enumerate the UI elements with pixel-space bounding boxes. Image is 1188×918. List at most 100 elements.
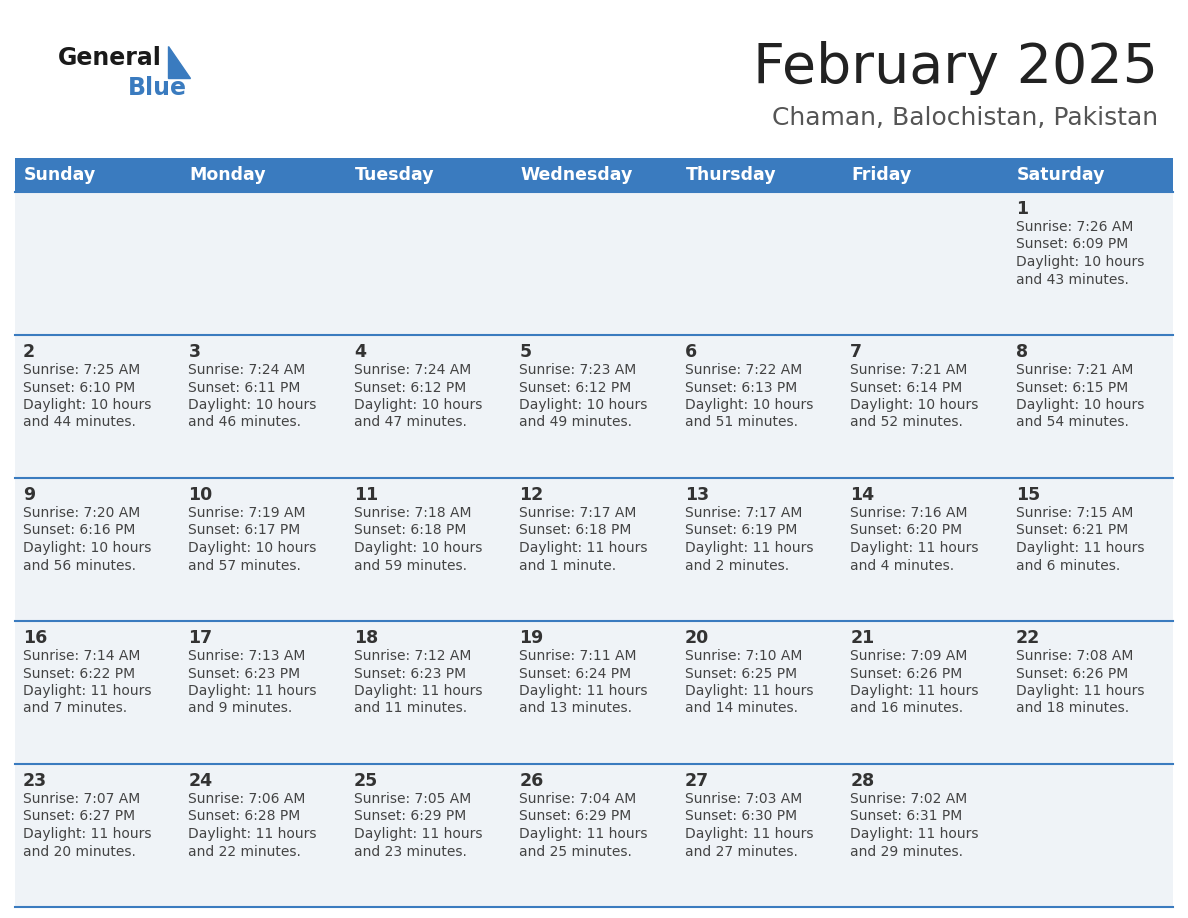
Text: Sunset: 6:29 PM: Sunset: 6:29 PM xyxy=(519,810,632,823)
Bar xyxy=(181,192,346,335)
Text: Daylight: 10 hours: Daylight: 10 hours xyxy=(684,398,813,412)
Text: Daylight: 10 hours: Daylight: 10 hours xyxy=(1016,255,1144,269)
Text: Sunrise: 7:23 AM: Sunrise: 7:23 AM xyxy=(519,363,637,377)
Bar xyxy=(677,192,842,335)
Text: Sunrise: 7:02 AM: Sunrise: 7:02 AM xyxy=(851,792,967,806)
Text: Daylight: 10 hours: Daylight: 10 hours xyxy=(519,398,647,412)
Text: Sunrise: 7:12 AM: Sunrise: 7:12 AM xyxy=(354,649,472,663)
Bar xyxy=(1007,478,1173,621)
Text: Daylight: 11 hours: Daylight: 11 hours xyxy=(519,684,647,698)
Text: 11: 11 xyxy=(354,486,378,504)
Text: and 29 minutes.: and 29 minutes. xyxy=(851,845,963,858)
Bar xyxy=(346,764,511,907)
Text: and 47 minutes.: and 47 minutes. xyxy=(354,416,467,430)
Text: Sunrise: 7:13 AM: Sunrise: 7:13 AM xyxy=(189,649,305,663)
Text: Sunrise: 7:03 AM: Sunrise: 7:03 AM xyxy=(684,792,802,806)
Text: Sunset: 6:13 PM: Sunset: 6:13 PM xyxy=(684,380,797,395)
Text: Sunrise: 7:19 AM: Sunrise: 7:19 AM xyxy=(189,506,307,520)
Text: Daylight: 11 hours: Daylight: 11 hours xyxy=(851,684,979,698)
Bar xyxy=(1007,335,1173,478)
Text: Sunrise: 7:15 AM: Sunrise: 7:15 AM xyxy=(1016,506,1133,520)
Text: Daylight: 11 hours: Daylight: 11 hours xyxy=(851,541,979,555)
Text: Daylight: 10 hours: Daylight: 10 hours xyxy=(23,398,151,412)
Text: Daylight: 11 hours: Daylight: 11 hours xyxy=(519,541,647,555)
Text: Sunset: 6:10 PM: Sunset: 6:10 PM xyxy=(23,380,135,395)
Text: Sunset: 6:16 PM: Sunset: 6:16 PM xyxy=(23,523,135,538)
Text: 8: 8 xyxy=(1016,343,1028,361)
Bar xyxy=(842,158,1007,192)
Bar xyxy=(511,764,677,907)
Text: Sunset: 6:23 PM: Sunset: 6:23 PM xyxy=(189,666,301,680)
Text: 25: 25 xyxy=(354,772,378,790)
Bar xyxy=(181,621,346,764)
Text: and 23 minutes.: and 23 minutes. xyxy=(354,845,467,858)
Text: Sunrise: 7:21 AM: Sunrise: 7:21 AM xyxy=(851,363,967,377)
Text: 19: 19 xyxy=(519,629,544,647)
Text: 28: 28 xyxy=(851,772,874,790)
Text: Sunrise: 7:21 AM: Sunrise: 7:21 AM xyxy=(1016,363,1133,377)
Bar xyxy=(15,192,181,335)
Text: Daylight: 10 hours: Daylight: 10 hours xyxy=(354,541,482,555)
Bar xyxy=(15,764,181,907)
Text: Sunrise: 7:17 AM: Sunrise: 7:17 AM xyxy=(519,506,637,520)
Bar xyxy=(842,764,1007,907)
Bar xyxy=(346,192,511,335)
Text: Sunset: 6:26 PM: Sunset: 6:26 PM xyxy=(1016,666,1127,680)
Text: 27: 27 xyxy=(684,772,709,790)
Bar xyxy=(842,335,1007,478)
Text: Sunset: 6:11 PM: Sunset: 6:11 PM xyxy=(189,380,301,395)
Text: and 14 minutes.: and 14 minutes. xyxy=(684,701,797,715)
Text: and 1 minute.: and 1 minute. xyxy=(519,558,617,573)
Text: Sunrise: 7:20 AM: Sunrise: 7:20 AM xyxy=(23,506,140,520)
Text: Sunrise: 7:22 AM: Sunrise: 7:22 AM xyxy=(684,363,802,377)
Bar xyxy=(15,158,181,192)
Text: 21: 21 xyxy=(851,629,874,647)
Text: Sunrise: 7:07 AM: Sunrise: 7:07 AM xyxy=(23,792,140,806)
Text: 26: 26 xyxy=(519,772,544,790)
Text: and 25 minutes.: and 25 minutes. xyxy=(519,845,632,858)
Text: 1: 1 xyxy=(1016,200,1028,218)
Text: Thursday: Thursday xyxy=(685,166,776,184)
Text: Sunset: 6:15 PM: Sunset: 6:15 PM xyxy=(1016,380,1127,395)
Text: 14: 14 xyxy=(851,486,874,504)
Text: 13: 13 xyxy=(684,486,709,504)
Bar xyxy=(677,764,842,907)
Text: Daylight: 11 hours: Daylight: 11 hours xyxy=(189,684,317,698)
Bar xyxy=(677,158,842,192)
Text: Sunset: 6:24 PM: Sunset: 6:24 PM xyxy=(519,666,631,680)
Text: Sunset: 6:12 PM: Sunset: 6:12 PM xyxy=(519,380,632,395)
Text: Daylight: 11 hours: Daylight: 11 hours xyxy=(684,541,814,555)
Text: Blue: Blue xyxy=(128,76,187,100)
Text: Sunrise: 7:09 AM: Sunrise: 7:09 AM xyxy=(851,649,967,663)
Bar xyxy=(842,478,1007,621)
Text: 4: 4 xyxy=(354,343,366,361)
Text: and 11 minutes.: and 11 minutes. xyxy=(354,701,467,715)
Text: Sunset: 6:14 PM: Sunset: 6:14 PM xyxy=(851,380,962,395)
Bar xyxy=(842,621,1007,764)
Text: Tuesday: Tuesday xyxy=(355,166,435,184)
Text: 7: 7 xyxy=(851,343,862,361)
Text: Daylight: 11 hours: Daylight: 11 hours xyxy=(1016,541,1144,555)
Text: Daylight: 11 hours: Daylight: 11 hours xyxy=(354,684,482,698)
Bar xyxy=(15,335,181,478)
Text: 17: 17 xyxy=(189,629,213,647)
Text: 15: 15 xyxy=(1016,486,1040,504)
Bar xyxy=(346,621,511,764)
Text: 18: 18 xyxy=(354,629,378,647)
Text: Chaman, Balochistan, Pakistan: Chaman, Balochistan, Pakistan xyxy=(772,106,1158,130)
Bar xyxy=(677,621,842,764)
Text: and 52 minutes.: and 52 minutes. xyxy=(851,416,963,430)
Text: and 46 minutes.: and 46 minutes. xyxy=(189,416,302,430)
Text: Wednesday: Wednesday xyxy=(520,166,633,184)
Text: 22: 22 xyxy=(1016,629,1040,647)
Text: Saturday: Saturday xyxy=(1017,166,1105,184)
Text: and 27 minutes.: and 27 minutes. xyxy=(684,845,797,858)
Text: and 7 minutes.: and 7 minutes. xyxy=(23,701,127,715)
Bar xyxy=(677,478,842,621)
Text: 24: 24 xyxy=(189,772,213,790)
Text: Sunset: 6:17 PM: Sunset: 6:17 PM xyxy=(189,523,301,538)
Text: Daylight: 11 hours: Daylight: 11 hours xyxy=(684,684,814,698)
Text: 6: 6 xyxy=(684,343,697,361)
Bar xyxy=(181,158,346,192)
Text: Sunrise: 7:26 AM: Sunrise: 7:26 AM xyxy=(1016,220,1133,234)
